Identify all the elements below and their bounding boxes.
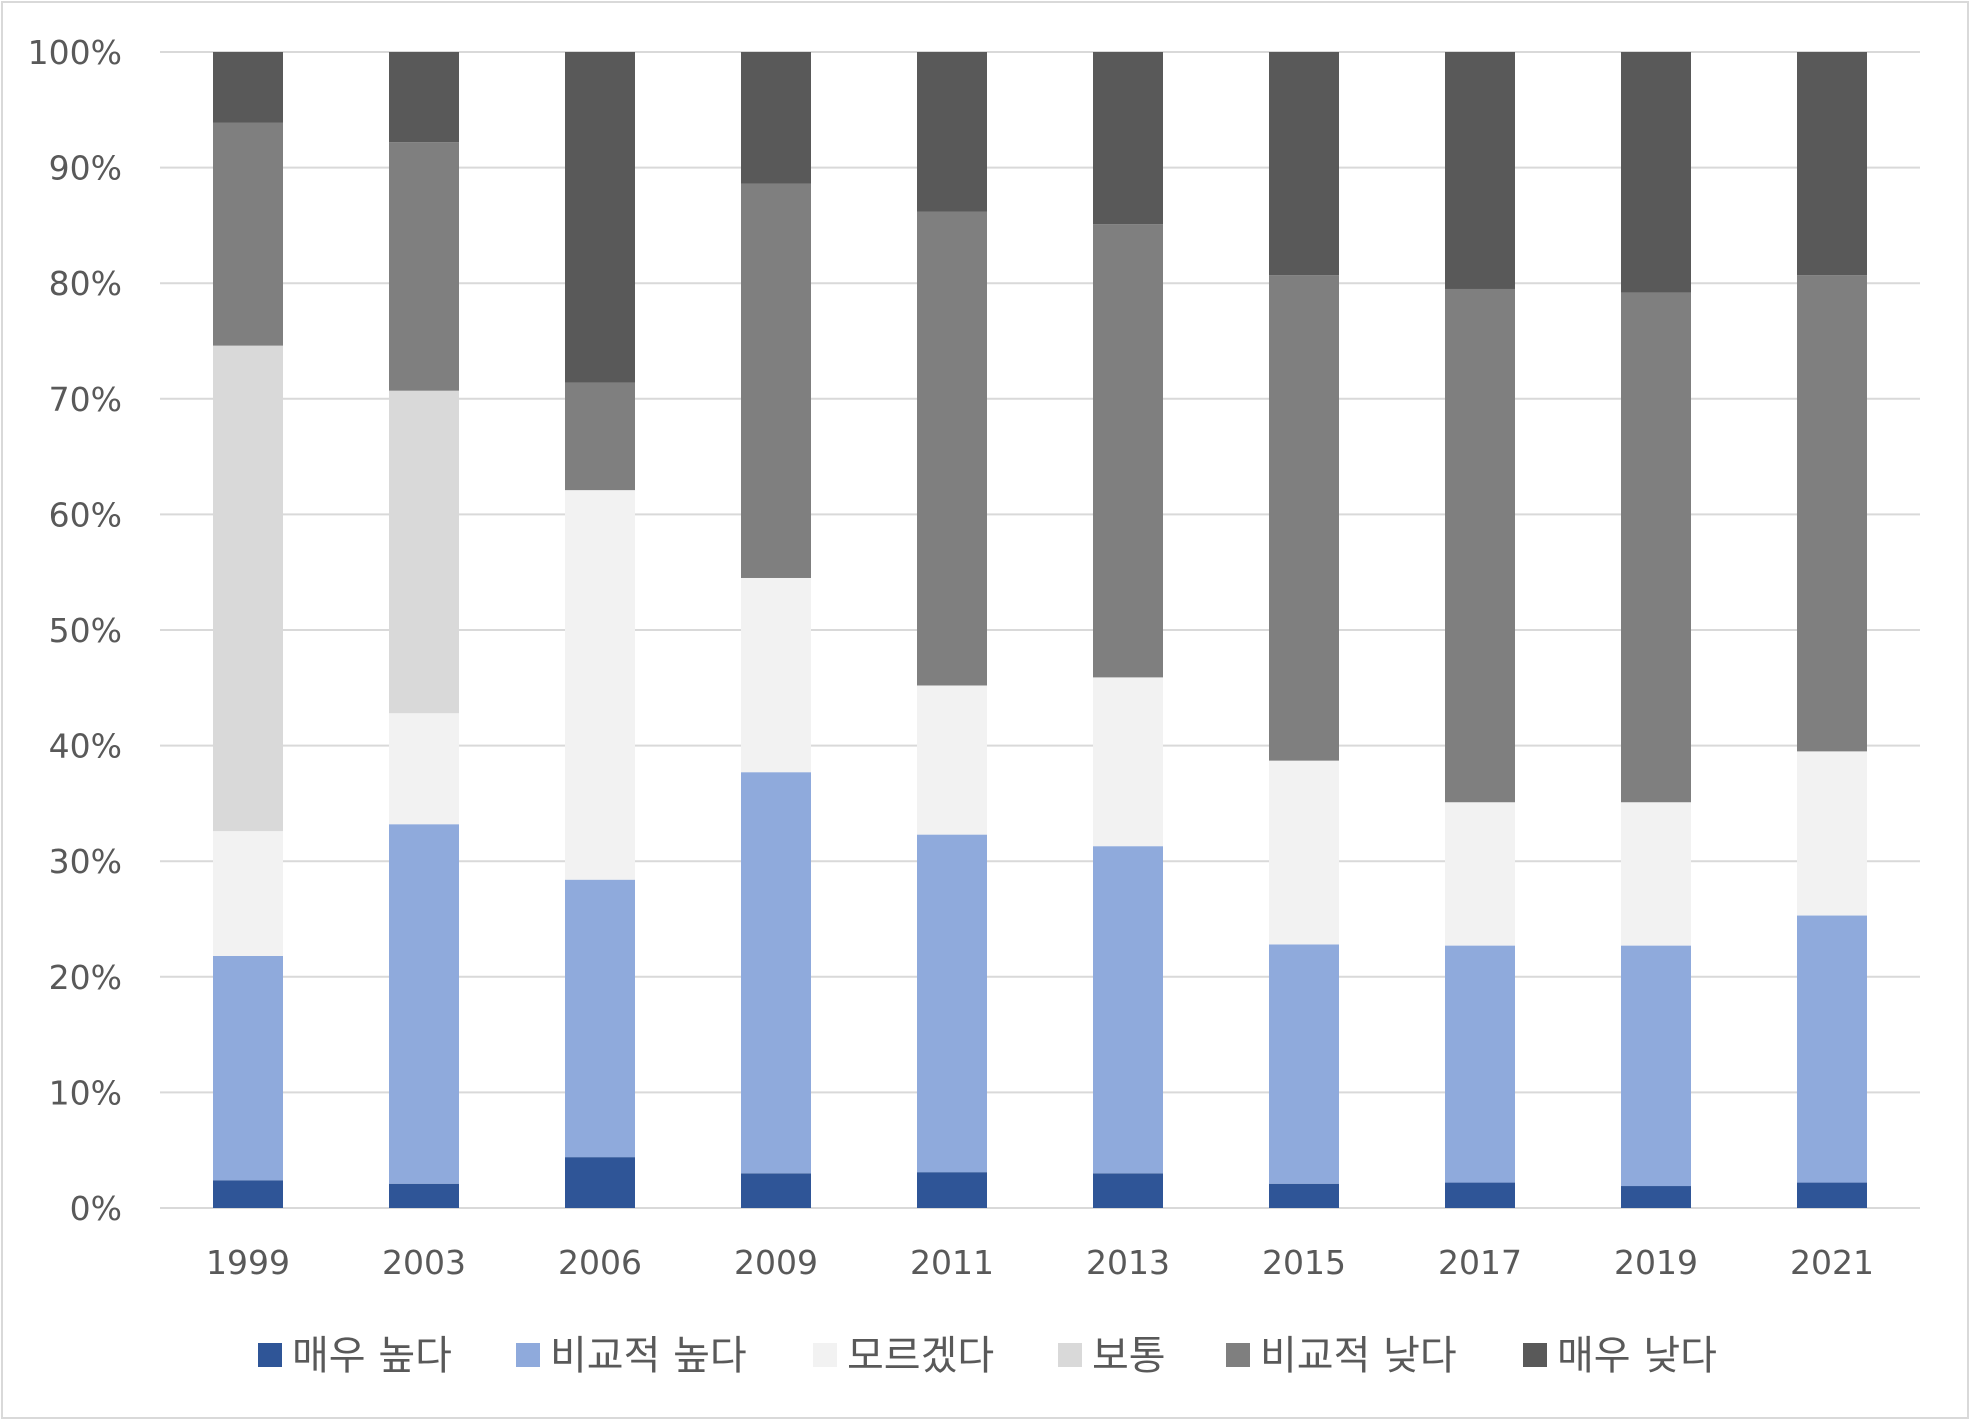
legend-swatch xyxy=(1523,1343,1547,1367)
bar-segment xyxy=(565,879,635,1158)
bar-segment xyxy=(213,345,283,832)
bar-segment xyxy=(1797,1182,1867,1208)
bar-segment xyxy=(1445,802,1515,946)
legend-item: 매우 낮다 xyxy=(1523,1333,1717,1379)
legend-item: 매우 높다 xyxy=(258,1333,452,1379)
bar-segment xyxy=(389,1183,459,1208)
y-axis-ticks: 0% 10% 20% 30% 40% 50% 60% 70% 80% 90% 100% xyxy=(28,33,122,1228)
bar-segment xyxy=(1621,52,1691,293)
legend-label: 모르겠다 xyxy=(847,1333,994,1379)
bar-segment xyxy=(1621,945,1691,1187)
legend-label: 보통 xyxy=(1092,1333,1166,1379)
x-tick-label: 2021 xyxy=(1790,1243,1874,1282)
bar-segment xyxy=(917,1172,987,1208)
legend-label: 비교적 낮다 xyxy=(1260,1333,1457,1379)
bar-segment xyxy=(389,52,459,143)
y-tick-label: 90% xyxy=(49,149,122,188)
y-tick-label: 10% xyxy=(49,1073,122,1112)
bar-segment xyxy=(565,490,635,880)
bar-segment xyxy=(1797,52,1867,276)
x-axis-ticks: 1999 2003 2006 2009 2011 2013 2015 2017 2019 2021 xyxy=(206,1243,1874,1282)
x-tick-label: 2017 xyxy=(1438,1243,1522,1282)
bar-segment xyxy=(1445,52,1515,289)
bar-segment xyxy=(1269,52,1339,276)
legend-swatch xyxy=(516,1343,540,1367)
y-tick-label: 40% xyxy=(49,727,122,766)
bar-segment xyxy=(1093,224,1163,678)
legend-swatch xyxy=(813,1343,837,1367)
y-tick-label: 20% xyxy=(49,958,122,997)
bar-segment xyxy=(213,831,283,956)
bar-segment xyxy=(741,772,811,1174)
bar-segment xyxy=(1093,52,1163,225)
bar-segment xyxy=(213,1180,283,1208)
bar-segment xyxy=(1621,802,1691,946)
x-tick-label: 2015 xyxy=(1262,1243,1346,1282)
bar-segment xyxy=(389,824,459,1184)
legend: 매우 높다 비교적 높다 모르겠다 보통 비교적 낮다 매우 낮다 xyxy=(258,1333,1717,1379)
bar-segment xyxy=(565,1157,635,1208)
bar-segment xyxy=(1445,945,1515,1183)
legend-label: 매우 낮다 xyxy=(1557,1333,1717,1379)
bar-segment xyxy=(917,685,987,835)
bar-segment xyxy=(213,52,283,123)
x-tick-label: 2011 xyxy=(910,1243,994,1282)
y-tick-label: 30% xyxy=(49,842,122,881)
x-tick-label: 2009 xyxy=(734,1243,818,1282)
bar-segment xyxy=(1621,292,1691,803)
y-tick-label: 0% xyxy=(70,1189,122,1228)
x-tick-label: 2006 xyxy=(558,1243,642,1282)
bar-segment xyxy=(741,577,811,773)
bar-segment xyxy=(1093,1173,1163,1208)
bar-segment xyxy=(1093,677,1163,847)
legend-item: 모르겠다 xyxy=(813,1333,994,1379)
bar-segment xyxy=(213,122,283,346)
legend-item: 비교적 높다 xyxy=(516,1333,747,1379)
x-tick-label: 2013 xyxy=(1086,1243,1170,1282)
y-tick-label: 70% xyxy=(49,380,122,419)
legend-swatch xyxy=(1058,1343,1082,1367)
y-tick-label: 100% xyxy=(28,33,122,72)
bar-segment xyxy=(741,1173,811,1208)
bar-segment xyxy=(741,183,811,578)
bar-segment xyxy=(1445,288,1515,803)
x-tick-label: 2003 xyxy=(382,1243,466,1282)
legend-swatch xyxy=(258,1343,282,1367)
bar-segment xyxy=(565,382,635,491)
bar-segment xyxy=(1269,760,1339,945)
bar-segment xyxy=(213,955,283,1181)
bar-segment xyxy=(1445,1182,1515,1208)
bar-segment xyxy=(1797,275,1867,752)
x-tick-label: 2019 xyxy=(1614,1243,1698,1282)
y-tick-label: 60% xyxy=(49,495,122,534)
bar-segment xyxy=(565,52,635,383)
bar-segment xyxy=(1269,275,1339,761)
legend-label: 비교적 높다 xyxy=(550,1333,747,1379)
bar-segment xyxy=(917,52,987,212)
bar-segment xyxy=(1797,751,1867,916)
bar-segment xyxy=(917,211,987,686)
bar-segment xyxy=(1621,1186,1691,1208)
bar-segment xyxy=(1093,846,1163,1174)
legend-swatch xyxy=(1226,1343,1250,1367)
bar-segment xyxy=(1269,1183,1339,1208)
x-tick-label: 1999 xyxy=(206,1243,290,1282)
y-tick-label: 50% xyxy=(49,611,122,650)
legend-item: 보통 xyxy=(1058,1333,1166,1379)
bar-segment xyxy=(917,834,987,1173)
legend-item: 비교적 낮다 xyxy=(1226,1333,1457,1379)
bar-segment xyxy=(389,713,459,825)
y-tick-label: 80% xyxy=(49,264,122,303)
bars xyxy=(213,52,1867,1208)
bar-segment xyxy=(1269,944,1339,1184)
bar-segment xyxy=(741,52,811,184)
bar-segment xyxy=(389,390,459,714)
bar-segment xyxy=(389,142,459,391)
legend-label: 매우 높다 xyxy=(292,1333,452,1379)
bar-segment xyxy=(1797,915,1867,1183)
